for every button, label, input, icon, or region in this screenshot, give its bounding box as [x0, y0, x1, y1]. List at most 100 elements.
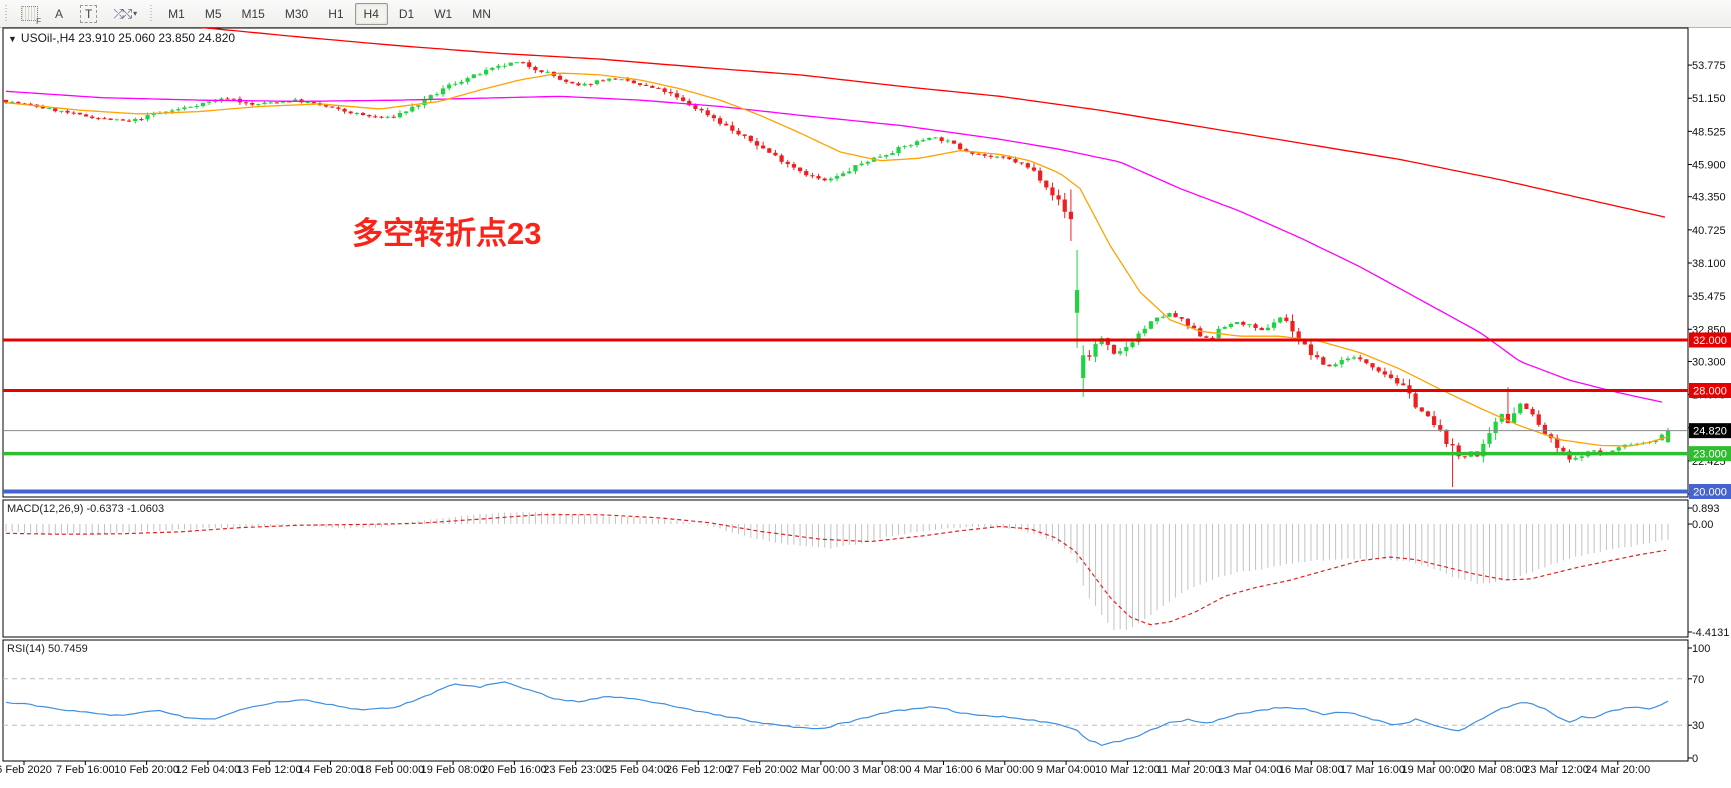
candle-body: [520, 62, 526, 64]
candle-body: [1044, 180, 1049, 188]
chart-annotation-text[interactable]: 多空转折点23: [352, 216, 542, 251]
candle-bearish: [520, 61, 526, 64]
chart-title-dropdown-icon[interactable]: ▼: [8, 34, 17, 44]
candle-bearish: [810, 172, 815, 179]
toolbar-grip[interactable]: [3, 4, 10, 23]
candle-bearish: [1056, 189, 1061, 206]
candle-body: [231, 98, 236, 100]
candle-body: [1185, 318, 1190, 326]
candle-body: [3, 99, 9, 103]
time-axis-label: 19 Mar 00:00: [1401, 764, 1466, 776]
candle-bearish: [336, 105, 341, 111]
price-badge-32.000-label: 32.000: [1693, 335, 1727, 347]
candle-bullish: [428, 94, 433, 103]
timeframe-m5-button[interactable]: M5: [196, 3, 231, 25]
candle-bullish: [865, 160, 870, 166]
candle-body: [1278, 317, 1283, 323]
candle-bullish: [1518, 402, 1523, 415]
candle-body: [797, 167, 803, 172]
timeframe-mn-button[interactable]: MN: [463, 3, 500, 25]
time-axis-label: 23 Feb 23:00: [543, 764, 608, 776]
candle-body: [1296, 331, 1301, 341]
candle-body: [841, 173, 846, 177]
candle-bearish: [108, 118, 113, 121]
candle-body: [1579, 456, 1584, 458]
price-tick-label: 53.775: [1692, 60, 1726, 72]
candle-bullish: [465, 76, 470, 85]
price-badge-28.000[interactable]: [1689, 383, 1731, 398]
main-chart-panel[interactable]: [2, 27, 1689, 498]
candle-body: [1142, 328, 1147, 334]
objects-arrows-button[interactable]: ⤮⤭ ▾: [106, 3, 144, 25]
candle-body: [1148, 321, 1154, 329]
timeframe-w1-button[interactable]: W1: [425, 3, 461, 25]
candle-bullish: [994, 155, 1000, 159]
candle-body: [1555, 438, 1560, 448]
timeframe-m30-button[interactable]: M30: [276, 3, 317, 25]
timeframe-h4-button[interactable]: H4: [354, 2, 388, 25]
toolbar-grip[interactable]: [148, 4, 156, 23]
candle-bullish: [1154, 317, 1160, 325]
candle-body: [53, 108, 58, 112]
candle-body: [243, 102, 249, 104]
candle-body: [527, 62, 532, 67]
candle-bullish: [422, 95, 427, 109]
candle-body: [274, 102, 279, 104]
price-badge-32.000[interactable]: [1689, 332, 1731, 348]
candle-body: [1056, 195, 1061, 200]
candle-body: [687, 100, 692, 106]
candle-bullish: [1512, 407, 1517, 424]
candle-body: [1431, 416, 1437, 426]
candle-bearish: [1395, 375, 1400, 386]
current-price-badge[interactable]: [1689, 423, 1731, 439]
candle-bearish: [1038, 167, 1043, 184]
candle-body: [662, 88, 667, 92]
candle-body: [207, 101, 212, 103]
text-tool-icon: T: [80, 4, 98, 23]
macd-indicator-label: MACD(12,26,9) -0.6373 -1.0603: [7, 503, 165, 515]
price-badge-23.000[interactable]: [1689, 446, 1731, 462]
candle-body: [1118, 351, 1123, 354]
candle-bullish: [514, 62, 520, 64]
candle-body: [1247, 324, 1252, 326]
timeframe-h1-button[interactable]: H1: [319, 3, 352, 25]
candle-bearish: [705, 107, 710, 118]
candle-body: [939, 137, 944, 141]
candle-body: [139, 119, 144, 121]
candle-bearish: [96, 117, 101, 121]
candle-body: [1425, 411, 1431, 417]
candle-bearish: [1327, 364, 1332, 367]
candle-body: [600, 80, 606, 82]
chart-shift-button[interactable]: F: [14, 3, 45, 26]
candle-bearish: [1364, 358, 1369, 365]
time-axis-label: 2 Mar 00:00: [792, 764, 851, 776]
candle-body: [342, 108, 347, 112]
price-tick-label: 51.150: [1692, 93, 1726, 105]
candle-body: [773, 152, 778, 156]
font-tool-button[interactable]: A: [47, 3, 71, 25]
candle-body: [114, 119, 119, 121]
candle-bearish: [1542, 422, 1547, 436]
rsi-panel[interactable]: [2, 639, 1689, 762]
time-axis-label: 17 Mar 16:00: [1340, 764, 1405, 776]
candle-body: [1518, 403, 1523, 414]
text-tool-button[interactable]: T: [73, 3, 104, 25]
price-badge-20.000[interactable]: [1689, 484, 1731, 499]
macd-panel[interactable]: [2, 499, 1689, 638]
timeframe-m15-button[interactable]: M15: [233, 3, 274, 25]
candle-body: [453, 83, 458, 85]
candle-bullish: [1074, 249, 1080, 348]
candle-body: [1161, 316, 1166, 318]
candle-bearish: [687, 98, 692, 107]
candle-bearish: [83, 113, 89, 117]
timeframe-m1-button[interactable]: M1: [159, 3, 194, 25]
candle-body: [108, 118, 113, 120]
candle-bearish: [717, 115, 723, 127]
candle-bearish: [576, 81, 581, 86]
candle-body: [976, 153, 981, 155]
candle-body: [102, 118, 107, 120]
time-axis-label: 20 Mar 08:00: [1463, 764, 1528, 776]
timeframe-d1-button[interactable]: D1: [390, 3, 423, 25]
candle-body: [1081, 355, 1086, 379]
